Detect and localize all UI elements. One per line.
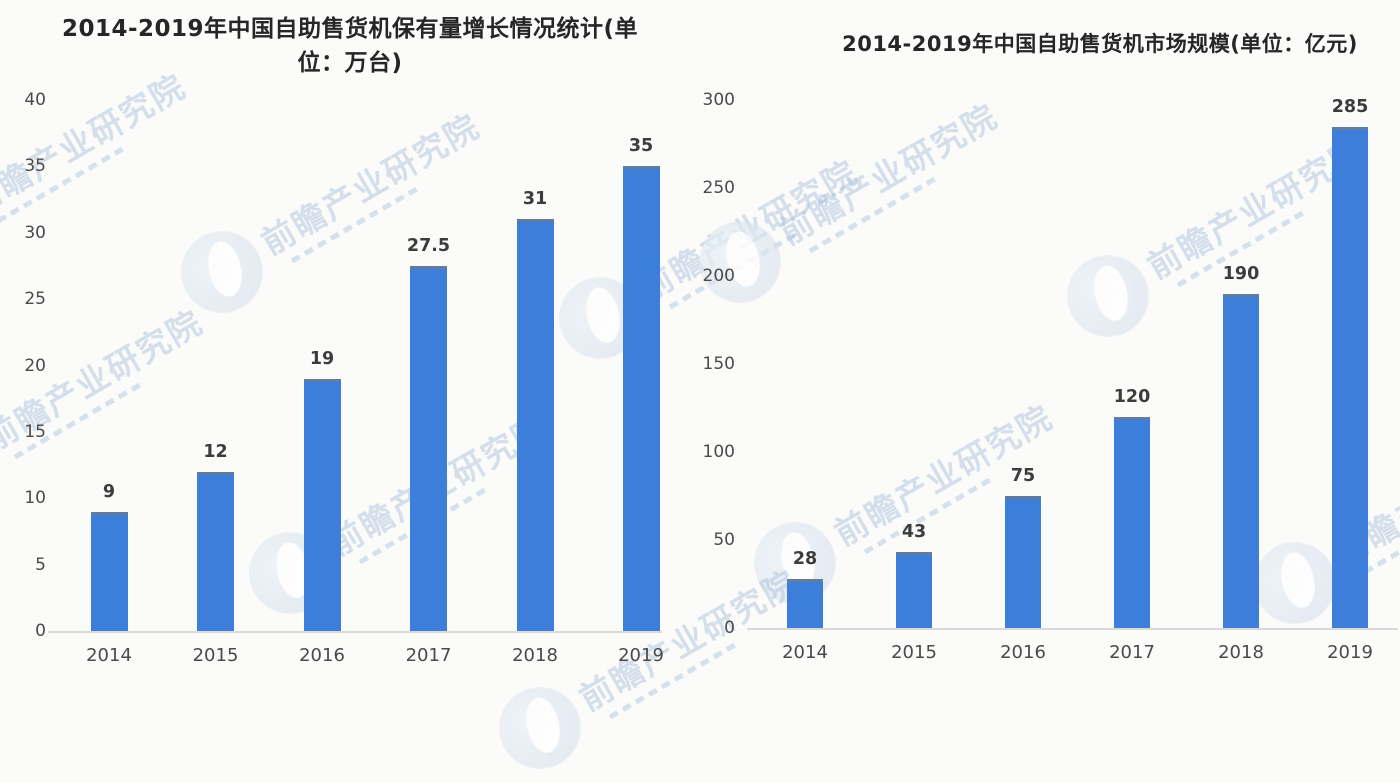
bar xyxy=(1223,293,1259,628)
bar xyxy=(622,166,660,631)
y-axis-tick-label: 250 xyxy=(702,178,735,199)
x-axis-tick-label: 2017 xyxy=(1109,642,1155,663)
bar xyxy=(303,378,341,631)
bar-value-label: 190 xyxy=(1222,263,1260,284)
bar xyxy=(1005,496,1041,628)
x-axis-tick-label: 2019 xyxy=(618,645,664,666)
y-axis-tick-label: 5 xyxy=(35,554,46,575)
y-axis-tick-label: 10 xyxy=(24,488,46,509)
x-axis-tick-label: 2015 xyxy=(891,642,937,663)
y-axis-tick-label: 300 xyxy=(702,90,735,111)
y-axis-tick-label: 150 xyxy=(702,354,735,375)
y-axis-tick-label: 35 xyxy=(24,156,46,177)
x-axis-tick-label: 2014 xyxy=(782,642,828,663)
x-axis-tick-label: 2017 xyxy=(405,645,452,666)
bar xyxy=(90,511,128,631)
y-axis-tick-label: 40 xyxy=(24,90,46,110)
x-axis-tick-label: 2018 xyxy=(1218,642,1264,663)
bar xyxy=(1114,416,1150,628)
left-chart-x-axis-line xyxy=(48,631,662,633)
y-axis-tick-label: 15 xyxy=(24,421,46,442)
x-axis-tick-label: 2016 xyxy=(299,645,345,666)
bar-value-label: 27.5 xyxy=(406,235,451,256)
bar-value-label: 285 xyxy=(1331,96,1369,117)
right-chart-x-axis-line xyxy=(747,628,1398,630)
bar-value-label: 28 xyxy=(792,548,818,569)
right-chart-title: 2014-2019年中国自助售货机市场规模(单位：亿元) xyxy=(842,32,1358,56)
bar-value-label: 120 xyxy=(1113,386,1151,407)
y-axis-tick-label: 25 xyxy=(24,289,46,310)
bar xyxy=(410,265,447,631)
y-axis-tick-label: 50 xyxy=(713,530,735,551)
right-chart-market-size: 2014-2019年中国自助售货机市场规模(单位：亿元) 0 50 100 150 20… xyxy=(702,32,1398,663)
y-axis-tick-label: 30 xyxy=(24,222,46,243)
bar xyxy=(516,219,554,631)
bar-value-label: 31 xyxy=(522,189,548,210)
bar-value-label: 9 xyxy=(102,481,116,502)
x-axis-tick-label: 2014 xyxy=(86,645,132,666)
bar xyxy=(896,552,932,628)
bar-value-label: 75 xyxy=(1010,466,1036,487)
bar-value-label: 43 xyxy=(901,522,927,543)
bar xyxy=(787,578,823,628)
y-axis-tick-label: 200 xyxy=(702,266,735,287)
y-axis-tick-label: 0 xyxy=(724,618,735,638)
bar xyxy=(1332,126,1368,628)
left-chart-vending-machine-ownership: 2014-2019年中国自助售货机保有量增长情况统计(单位：万台) 0 5 10 15… xyxy=(24,16,664,666)
bar-value-label: 19 xyxy=(309,348,335,369)
left-chart-title: 2014-2019年中国自助售货机保有量增长情况统计(单位：万台) xyxy=(61,16,639,76)
y-axis-tick-label: 100 xyxy=(702,442,735,463)
x-axis-tick-label: 2016 xyxy=(1000,642,1046,663)
bar xyxy=(197,471,234,631)
x-axis-tick-label: 2015 xyxy=(192,645,239,666)
x-axis-tick-label: 2018 xyxy=(512,645,558,666)
y-axis-tick-label: 20 xyxy=(24,355,46,376)
x-axis-tick-label: 2019 xyxy=(1327,642,1373,663)
y-axis-tick-label: 0 xyxy=(35,621,46,641)
bar-value-label: 12 xyxy=(203,441,228,462)
bar-value-label: 35 xyxy=(628,136,654,157)
